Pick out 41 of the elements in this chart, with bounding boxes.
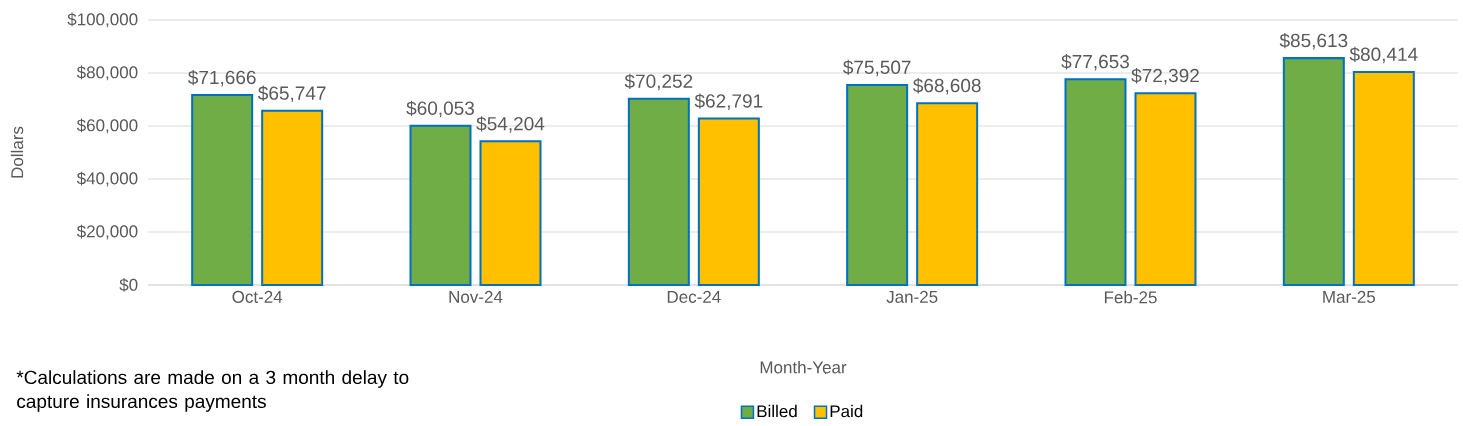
x-tick-label: Oct-24: [232, 290, 283, 303]
bar: [627, 97, 690, 286]
legend-label: Paid: [830, 404, 863, 418]
bar: [1282, 57, 1345, 286]
y-tick-label: $100,000: [67, 12, 138, 28]
text: *Calculations are made on a 3 month delay to capture insurances payments: [16, 370, 409, 412]
bar: [846, 83, 909, 286]
y-tick-label: $40,000: [76, 171, 138, 187]
data-label: $72,392: [1131, 68, 1199, 85]
data-label: $62,791: [694, 93, 763, 110]
bar: [479, 140, 542, 286]
data-label: $80,414: [1349, 46, 1418, 64]
data-label: $75,507: [843, 59, 911, 77]
y-tick-label: $80,000: [76, 65, 138, 81]
data-label: $54,204: [476, 116, 545, 133]
bar: [1064, 78, 1127, 286]
y-tick-label: $20,000: [76, 224, 138, 240]
data-label: $60,053: [406, 100, 474, 118]
x-tick-label: Feb-25: [1104, 290, 1157, 304]
bar: [409, 124, 472, 286]
data-label: $85,613: [1279, 32, 1348, 50]
bar: [697, 117, 760, 286]
bar: [1134, 92, 1197, 286]
bar: [916, 102, 979, 286]
bar: [261, 109, 324, 286]
x-tick-label: Dec-24: [667, 290, 721, 303]
x-tick-label: Mar-25: [1323, 290, 1376, 303]
x-tick-label: Jan-25: [886, 290, 938, 303]
data-label: $77,653: [1061, 54, 1129, 71]
data-label: $70,252: [624, 73, 693, 91]
y-tick-label: $0: [119, 278, 138, 292]
legend-label: Billed: [757, 404, 797, 418]
data-label: $71,666: [188, 69, 256, 87]
y-tick-label: $60,000: [76, 118, 138, 134]
bar: [1352, 70, 1415, 286]
y-axis-title: Dollars: [10, 126, 24, 178]
data-label: $65,747: [258, 85, 326, 103]
x-axis-title: Month-Year: [760, 360, 847, 374]
x-tick-label: Nov-24: [449, 290, 503, 303]
bar: [191, 94, 254, 286]
data-label: $68,608: [913, 78, 981, 95]
